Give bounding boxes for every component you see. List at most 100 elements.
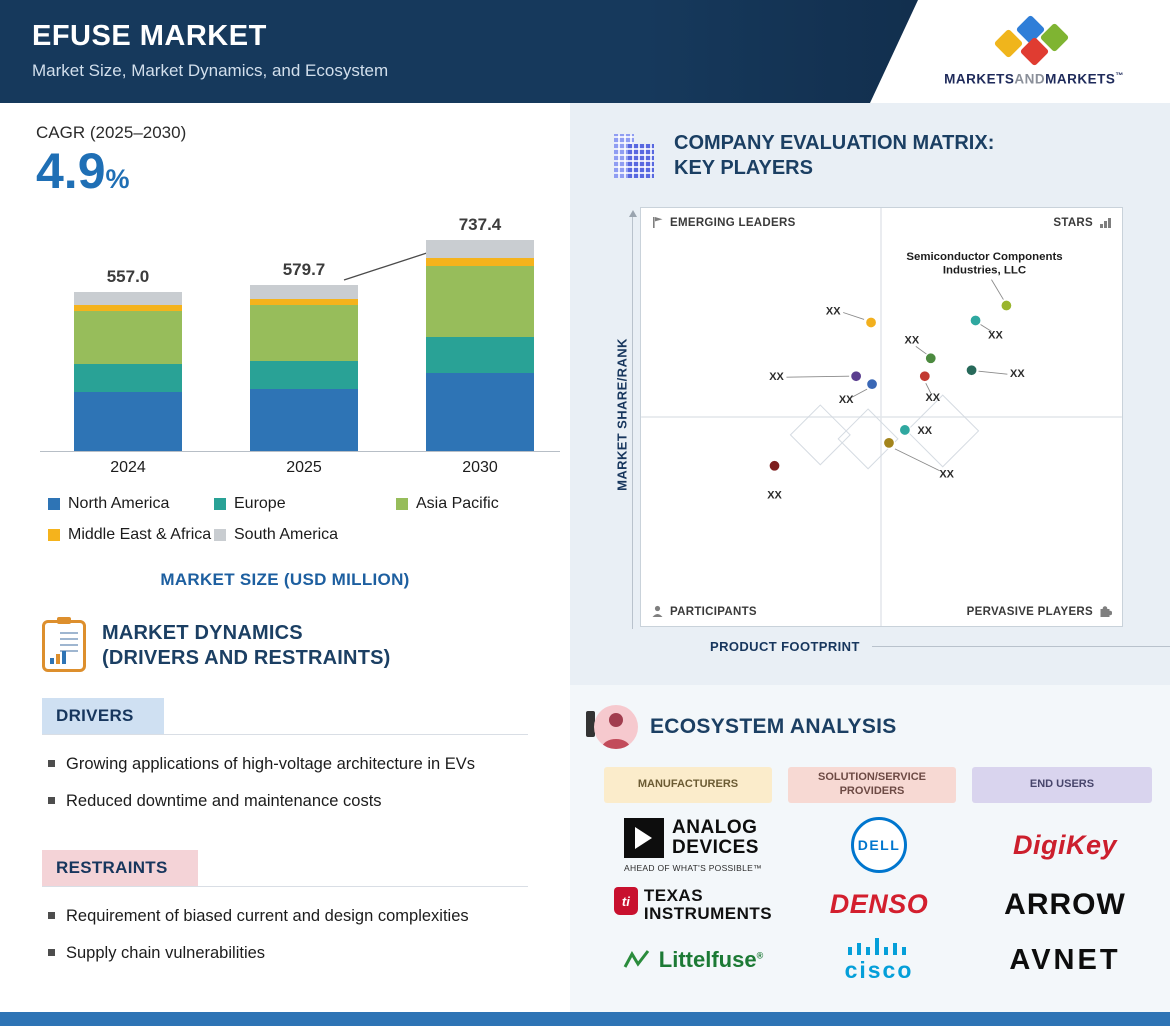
market-dynamics-title: MARKET DYNAMICS (DRIVERS AND RESTRAINTS) [102, 621, 391, 671]
ti-line1: TEXAS [643, 886, 704, 905]
dynamics-title-line2: (DRIVERS AND RESTRAINTS) [102, 646, 391, 669]
person-icon [652, 605, 663, 617]
matrix-title-line1: COMPANY EVALUATION MATRIX: [674, 132, 995, 154]
corner-pervasive-players: PERVASIVE PLAYERS [967, 605, 1112, 618]
bar-segment [426, 337, 534, 373]
drivers-list: Growing applications of high-voltage arc… [46, 753, 534, 813]
analog-devices-triangle-icon [624, 817, 665, 858]
flag-icon [653, 217, 663, 228]
year-label: 2030 [462, 458, 498, 476]
bar-segment [74, 364, 182, 392]
legend-swatch [48, 497, 60, 510]
ecosystem-logos: ANALOG DEVICES AHEAD OF WHAT'S POSSIBLE™… [598, 817, 1170, 984]
matrix-point [768, 459, 781, 472]
ecosystem-section: ECOSYSTEM ANALYSIS MANUFACTURERS SOLUTIO… [570, 685, 1170, 1012]
bar-2025: 579.7 [250, 260, 358, 451]
littelfuse-zigzag-icon [623, 950, 649, 968]
clipboard-mini-bars [50, 650, 66, 664]
littelfuse-text: Littelfuse [658, 947, 757, 973]
matrix-header: COMPANY EVALUATION MATRIX: KEY PLAYERS [608, 131, 1170, 181]
bar-segment [426, 257, 534, 266]
diamond-outline [906, 394, 980, 468]
matrix-point-label: XX [839, 394, 854, 406]
matrix-title-line2: KEY PLAYERS [674, 157, 813, 179]
bar-total-label: 557.0 [106, 266, 150, 286]
clipboard-icon [42, 616, 86, 672]
dell-wordmark: DELL [857, 837, 901, 853]
ecosystem-categories: MANUFACTURERS SOLUTION/SERVICE PROVIDERS… [604, 767, 1170, 803]
bar-stack-2025 [250, 285, 358, 451]
matrix-point-label: XX [925, 392, 940, 404]
legend-swatch [48, 528, 60, 541]
logo-avnet: AVNET [1009, 943, 1121, 976]
market-dynamics-header: MARKET DYNAMICS (DRIVERS AND RESTRAINTS) [42, 616, 570, 672]
matrix-point [850, 370, 863, 383]
matrix-point [1000, 299, 1013, 312]
corner-label: PERVASIVE PLAYERS [966, 605, 1093, 618]
legend-middle-east-africa: Middle East & Africa [48, 526, 214, 544]
bar-stack-2024 [74, 291, 182, 451]
logo-cisco: cisco [845, 937, 914, 984]
clipboard-lines [60, 629, 78, 652]
legend-swatch [214, 497, 226, 510]
legend-north-america: North America [48, 495, 214, 513]
bar-total-label: 579.7 [282, 260, 326, 280]
highlighted-company-label: Industries, LLC [943, 265, 1026, 277]
bar-segment [250, 360, 358, 389]
market-size-bar-chart: 557.0 579.7 737.4 [40, 202, 560, 452]
logo-texas-instruments: ti TEXAS INSTRUMENTS [613, 886, 773, 923]
ti-icon: ti [613, 887, 638, 915]
matrix-title: COMPANY EVALUATION MATRIX: KEY PLAYERS [674, 131, 994, 181]
matrix-point [865, 378, 879, 391]
x-axis-labels: 2024 2025 2030 [40, 459, 560, 477]
bar-segment [74, 291, 182, 305]
matrix-point-label: XX [939, 469, 954, 481]
matrix-y-axis-label: MARKET SHARE/RANK [614, 338, 630, 491]
driver-item: Reduced downtime and maintenance costs [46, 790, 534, 812]
matrix-point [969, 314, 982, 327]
year-label: 2024 [110, 458, 146, 476]
analog-line2: DEVICES [672, 836, 759, 858]
corner-label: EMERGING LEADERS [670, 216, 796, 229]
evaluation-matrix: XX XX XX XX XX XX XX XX XX XX Semiconductor Compon… [640, 207, 1123, 627]
analog-devices-wordmark: ANALOG DEVICES [672, 818, 759, 857]
corner-label: PARTICIPANTS [670, 605, 757, 618]
logo-arrow: ARROW [1004, 887, 1126, 921]
bars-container: 557.0 579.7 737.4 [40, 215, 560, 451]
pill-solution-service-providers: SOLUTION/SERVICE PROVIDERS [788, 767, 956, 803]
brand-tm: ™ [1115, 70, 1124, 80]
phone-icon [586, 711, 595, 737]
ti-line2: INSTRUMENTS [643, 903, 773, 923]
chart-caption: MARKET SIZE (USD MILLION) [160, 569, 410, 589]
left-panel: CAGR (2025–2030) 4.9% 557.0 579.7 737.4 … [0, 103, 570, 1012]
matrix-point-label: XX [905, 334, 920, 346]
buildings-icon [608, 132, 658, 180]
cisco-wordmark: cisco [844, 956, 914, 983]
cagr-label: CAGR (2025–2030) [36, 123, 187, 142]
corner-label: STARS [1053, 216, 1093, 229]
pill-manufacturers: MANUFACTURERS [604, 767, 772, 803]
matrix-plot: XX XX XX XX XX XX XX XX XX XX Semiconductor Compon… [641, 208, 1122, 626]
legend-europe: Europe [214, 495, 396, 513]
cagr-unit: % [105, 164, 130, 194]
restraint-item: Requirement of biased current and design… [46, 905, 534, 927]
bar-segment [426, 265, 534, 338]
matrix-point-label: XX [1010, 368, 1025, 380]
analog-devices-tagline: AHEAD OF WHAT'S POSSIBLE™ [624, 862, 762, 873]
bar-2024: 557.0 [74, 267, 182, 451]
cagr-number: 4.9 [36, 143, 106, 199]
logo-denso: DENSO [829, 889, 929, 920]
logo-analog-devices: ANALOG DEVICES AHEAD OF WHAT'S POSSIBLE™ [624, 817, 762, 873]
bar-segment [426, 240, 534, 258]
bar-segment [250, 285, 358, 299]
corner-emerging-leaders: EMERGING LEADERS [651, 216, 796, 229]
bar-segment [250, 298, 358, 306]
legend-asia-pacific: Asia Pacific [396, 495, 499, 513]
header-titles: EFUSE MARKET Market Size, Market Dynamic… [32, 20, 388, 81]
cagr-value: 4.9% [36, 145, 570, 198]
year-label: 2025 [286, 458, 322, 476]
ecosystem-icon [586, 705, 638, 749]
ecosystem-title: ECOSYSTEM ANALYSIS [650, 715, 897, 738]
legend-label: South America [234, 525, 339, 543]
analog-line1: ANALOG [672, 817, 758, 839]
